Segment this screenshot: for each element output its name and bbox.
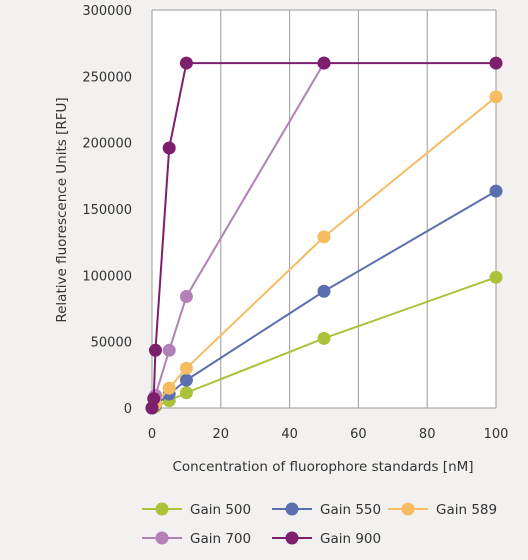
data-point-gain-550: [317, 284, 331, 298]
gridlines: [151, 9, 497, 409]
legend-item-gain-900: Gain 900: [272, 531, 381, 547]
legend-item-gain-500: Gain 500: [142, 502, 251, 518]
data-point-gain-500: [179, 386, 193, 400]
y-tick-label: 50000: [91, 336, 132, 351]
data-point-gain-900: [162, 141, 176, 155]
data-point-gain-500: [489, 270, 503, 284]
x-tick-label: 0: [148, 427, 156, 442]
data-point-gain-900: [489, 56, 503, 70]
legend: Gain 500 Gain 550 Gain 589 Gain 700 Gain 900: [142, 502, 497, 547]
legend-label-gain-900: Gain 900: [320, 531, 381, 547]
data-point-gain-550: [489, 184, 503, 198]
y-tick-label: 150000: [82, 203, 132, 218]
data-point-gain-500: [317, 331, 331, 345]
legend-marker-gain-500: [155, 502, 169, 516]
x-tick-label: 40: [281, 427, 298, 442]
legend-item-gain-700: Gain 700: [142, 531, 251, 547]
legend-marker-gain-900: [285, 531, 299, 545]
y-tick-label: 200000: [82, 137, 132, 152]
x-tick-label: 100: [484, 427, 509, 442]
y-tick-label: 100000: [82, 269, 132, 284]
data-point-gain-589: [317, 230, 331, 244]
data-point-gain-550: [179, 373, 193, 387]
data-point-gain-900: [147, 392, 161, 406]
data-point-gain-589: [489, 90, 503, 104]
data-point-gain-589: [179, 361, 193, 375]
x-axis-label: Concentration of fluorophore standards […: [172, 459, 473, 475]
data-point-gain-700: [179, 290, 193, 304]
y-tick-label: 250000: [82, 70, 132, 85]
data-point-gain-900: [148, 343, 162, 357]
data-point-gain-900: [317, 56, 331, 70]
legend-label-gain-500: Gain 500: [190, 502, 251, 518]
legend-marker-gain-550: [285, 502, 299, 516]
legend-label-gain-700: Gain 700: [190, 531, 251, 547]
data-point-gain-700: [162, 343, 176, 357]
legend-label-gain-550: Gain 550: [320, 502, 381, 518]
plot-area: [152, 10, 496, 408]
legend-marker-gain-700: [155, 531, 169, 545]
legend-label-gain-589: Gain 589: [436, 502, 497, 518]
y-tick-label: 0: [124, 402, 132, 417]
x-tick-label: 60: [350, 427, 367, 442]
y-tick-label: 300000: [82, 4, 132, 19]
y-axis-label: Relative fluorescence Units [RFU]: [54, 97, 70, 322]
legend-marker-gain-589: [401, 502, 415, 516]
legend-item-gain-550: Gain 550: [272, 502, 381, 518]
data-point-gain-589: [162, 381, 176, 395]
tick-labels: 0 20 40 60 80 100 0 50000 100000 150000 200000 2500…: [82, 4, 508, 442]
x-tick-label: 80: [419, 427, 436, 442]
x-tick-label: 20: [213, 427, 230, 442]
series-layer: [145, 56, 503, 415]
legend-item-gain-589: Gain 589: [388, 502, 497, 518]
data-point-gain-900: [179, 56, 193, 70]
